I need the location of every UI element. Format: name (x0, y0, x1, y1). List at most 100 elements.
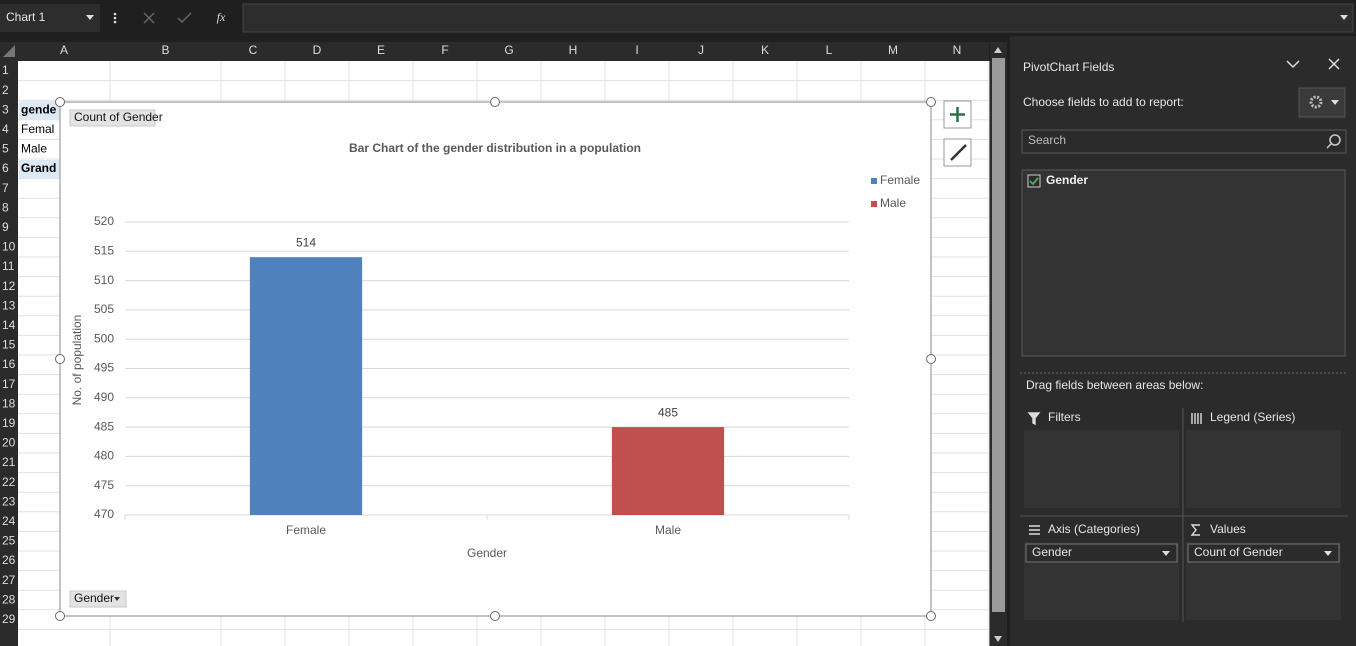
column-header[interactable]: G (504, 43, 513, 57)
row-header[interactable]: 24 (2, 514, 16, 528)
check-mark (1029, 177, 1039, 186)
column-header-bar (0, 42, 989, 61)
area-item[interactable] (1187, 543, 1340, 563)
y-axis-title: No. of population (70, 315, 84, 406)
row-header[interactable]: 5 (2, 142, 9, 156)
field-button[interactable] (69, 109, 156, 127)
row-header[interactable]: 26 (2, 553, 16, 567)
row-header[interactable]: 2 (2, 83, 9, 97)
row-header[interactable]: 15 (2, 338, 16, 352)
formula-bar (242, 3, 1354, 33)
resize-handle[interactable] (55, 611, 65, 621)
y-tick-label: 475 (94, 478, 114, 492)
row-header[interactable]: 27 (2, 573, 16, 587)
column-header[interactable]: I (635, 43, 638, 57)
data-label: 514 (296, 235, 316, 249)
y-tick-label: 470 (94, 507, 114, 521)
column-header[interactable]: J (698, 43, 704, 57)
enter-icon (177, 12, 192, 24)
panel-collapse[interactable] (1286, 60, 1300, 69)
cell-text: gende (21, 102, 57, 116)
column-header[interactable]: A (60, 43, 68, 57)
resize-handle[interactable] (926, 354, 936, 364)
resize-handle[interactable] (55, 354, 65, 364)
y-tick-label: 510 (94, 273, 114, 287)
resize-handle[interactable] (490, 97, 500, 107)
resize-handle[interactable] (926, 97, 936, 107)
settings-arrow (1331, 100, 1339, 105)
row-header[interactable]: 25 (2, 534, 16, 548)
field-button-text: Gender (74, 591, 114, 605)
area-item-text: Count of Gender (1194, 545, 1283, 559)
column-header[interactable]: M (888, 43, 898, 57)
row-header[interactable]: 28 (2, 592, 16, 606)
y-tick-label: 520 (94, 214, 114, 228)
row-header[interactable]: 12 (2, 279, 16, 293)
x-axis-title: Gender (467, 546, 507, 560)
row-header[interactable]: 3 (2, 102, 9, 116)
search-icon-handle (1326, 143, 1332, 149)
dropdown-arrow (86, 15, 94, 20)
resize-handle[interactable] (926, 611, 936, 621)
column-header[interactable]: D (313, 43, 322, 57)
row-header[interactable]: 16 (2, 357, 16, 371)
column-header[interactable]: F (441, 43, 448, 57)
row-header[interactable]: 11 (2, 259, 15, 273)
area-icon (1027, 412, 1041, 426)
row-header[interactable]: 4 (2, 122, 9, 136)
column-header[interactable]: B (161, 43, 169, 57)
more-dot (113, 16, 117, 20)
row-header[interactable]: 18 (2, 396, 16, 410)
row-header[interactable]: 8 (2, 200, 9, 214)
row-header[interactable]: 19 (2, 416, 16, 430)
row-header[interactable]: 7 (2, 181, 9, 195)
panel-title: PivotChart Fields (1023, 60, 1114, 74)
field-checkbox[interactable] (1027, 174, 1041, 188)
field-name[interactable]: Gender (1046, 173, 1088, 187)
resize-handle[interactable] (55, 97, 65, 107)
brush-icon (950, 144, 967, 161)
row-header[interactable]: 14 (2, 318, 16, 332)
chart-area[interactable] (59, 101, 932, 617)
column-header[interactable]: H (569, 43, 578, 57)
column-header[interactable]: N (953, 43, 962, 57)
select-all[interactable] (3, 45, 15, 57)
scroll-down[interactable] (994, 636, 1002, 642)
y-tick-label: 515 (94, 243, 114, 257)
field-button[interactable] (69, 590, 127, 608)
row-header[interactable]: 13 (2, 298, 16, 312)
row-header[interactable]: 6 (2, 161, 9, 175)
area-box (1024, 430, 1179, 508)
row-header[interactable]: 23 (2, 494, 16, 508)
row-header[interactable]: 17 (2, 377, 16, 391)
pivot-cell-bg (19, 101, 60, 120)
row-header[interactable]: 1 (2, 63, 9, 77)
field-list (1021, 169, 1346, 357)
row-header[interactable]: 10 (2, 240, 16, 254)
search-icon (1329, 134, 1341, 146)
bar (249, 257, 363, 515)
function-icon[interactable]: fx (217, 10, 226, 24)
column-header[interactable]: K (761, 43, 769, 57)
area-icon (1029, 525, 1040, 535)
row-header[interactable]: 9 (2, 220, 9, 234)
y-tick-label: 485 (94, 419, 114, 433)
name-box[interactable] (0, 4, 100, 32)
pivot-cell-bg (19, 160, 60, 178)
cell-text: Male (21, 142, 47, 156)
row-header[interactable]: 20 (2, 436, 16, 450)
resize-handle[interactable] (490, 611, 500, 621)
row-header[interactable]: 29 (2, 612, 16, 626)
scroll-thumb[interactable] (992, 58, 1005, 612)
area-item[interactable] (1025, 543, 1178, 563)
search-box[interactable] (1021, 129, 1347, 154)
column-header[interactable]: L (826, 43, 833, 57)
gear-icon (1309, 95, 1323, 109)
row-header[interactable]: 21 (2, 455, 16, 469)
row-header[interactable]: 22 (2, 475, 16, 489)
column-header[interactable]: E (377, 43, 385, 57)
panel-close[interactable] (1328, 58, 1340, 70)
area-box (1186, 430, 1341, 508)
scroll-up[interactable] (994, 47, 1002, 53)
column-header[interactable]: C (249, 43, 258, 57)
